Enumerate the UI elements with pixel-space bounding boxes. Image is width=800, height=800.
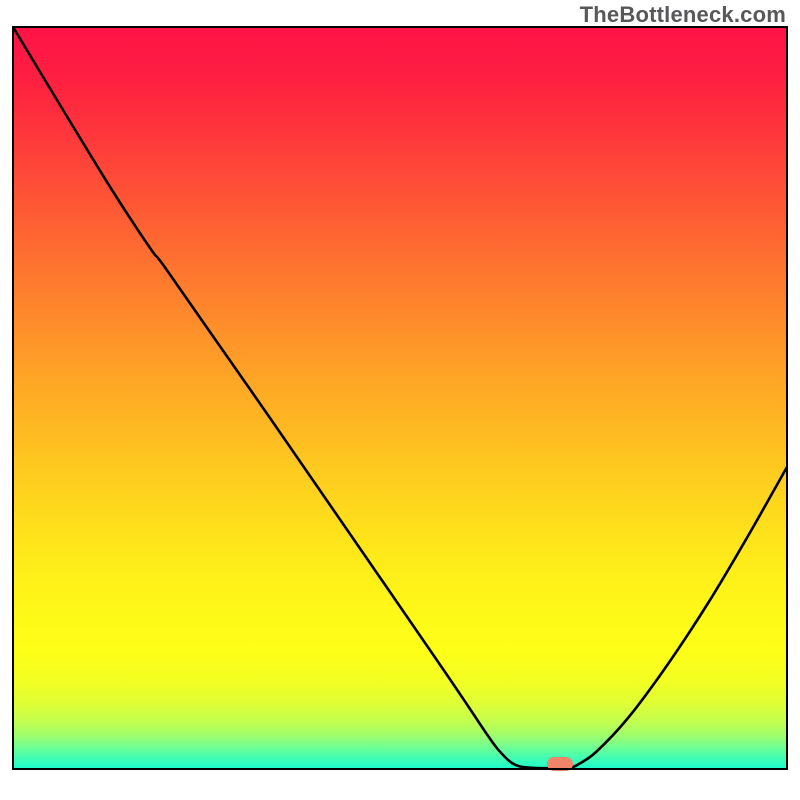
bottleneck-chart [0,0,800,800]
watermark-text: TheBottleneck.com [580,2,786,28]
chart-container: TheBottleneck.com [0,0,800,800]
